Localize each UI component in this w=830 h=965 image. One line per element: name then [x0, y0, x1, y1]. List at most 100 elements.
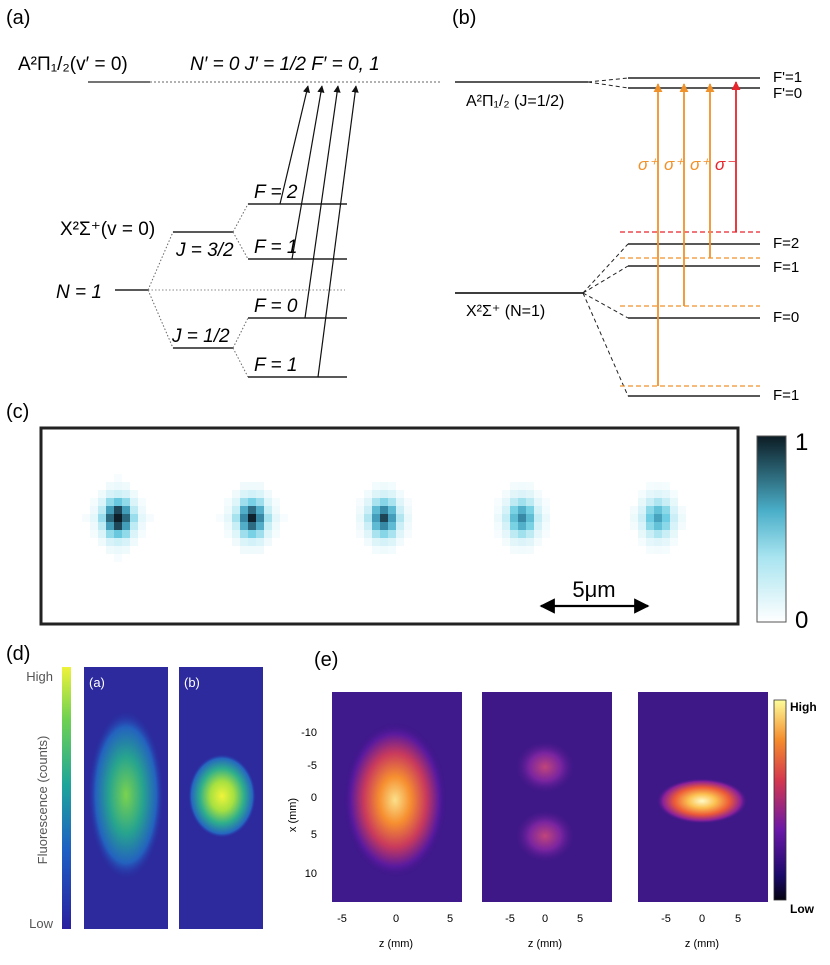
spot-pixel: [494, 522, 502, 530]
spot-pixel: [670, 530, 678, 538]
spot-pixel: [130, 498, 138, 506]
e-x-tick: -5: [661, 913, 671, 925]
spot-pixel: [122, 498, 130, 506]
ground-state-label: X²Σ⁺(v = 0): [60, 219, 155, 240]
e-x-tick: 0: [542, 913, 548, 925]
panel-e: (e) x (mm) -10 -5 0 5 10 -5 0 5 z (mm) -…: [287, 649, 817, 950]
spot-pixel: [264, 538, 272, 546]
f-level-label: F = 1: [254, 355, 297, 376]
spot-pixel: [130, 530, 138, 538]
spot-pixel: [98, 530, 106, 538]
spot-pixel: [106, 546, 114, 554]
spot-pixel: [404, 514, 412, 522]
e-x-tick: 0: [393, 913, 399, 925]
spot-pixel: [138, 514, 146, 522]
spot-pixel: [114, 474, 122, 482]
e-x-tick: 5: [735, 913, 741, 925]
spot-pixel: [388, 538, 396, 546]
spot-pixel: [256, 490, 264, 498]
excited-quantum-numbers: N′ = 0 J′ = 1/2 F′ = 0, 1: [190, 54, 380, 75]
spot-pixel: [106, 482, 114, 490]
spot-pixel: [638, 506, 646, 514]
spot-pixel: [372, 482, 380, 490]
colorbar-d-low: Low: [29, 916, 53, 931]
spot-pixel: [518, 538, 526, 546]
spot-pixel: [518, 522, 526, 530]
spot-pixel: [380, 482, 388, 490]
spot-pixel: [494, 498, 502, 506]
spot-pixel: [510, 482, 518, 490]
spot-pixel: [670, 506, 678, 514]
spot-pixel: [388, 546, 396, 554]
spot-pixel: [240, 506, 248, 514]
spot-pixel: [630, 506, 638, 514]
spot-pixel: [264, 514, 272, 522]
spot-pixel: [518, 498, 526, 506]
e-x-axis-label: z (mm): [528, 938, 562, 950]
spot-pixel: [646, 514, 654, 522]
split-to-j12: [147, 289, 174, 349]
spot-pixel: [232, 490, 240, 498]
f-level-label: F = 1: [254, 237, 297, 258]
spot-pixel: [662, 530, 670, 538]
spot-pixel: [670, 498, 678, 506]
spot-pixel: [272, 514, 280, 522]
spot-pixel: [542, 506, 550, 514]
spot-pixel: [130, 514, 138, 522]
b-ground-split: [582, 265, 629, 294]
mot-cloud-b: [188, 754, 256, 838]
spot-pixel: [534, 538, 542, 546]
spot-pixel: [654, 482, 662, 490]
spot-pixel: [106, 530, 114, 538]
spot-pixel: [264, 498, 272, 506]
e-x-tick: -5: [505, 913, 515, 925]
spot-pixel: [502, 506, 510, 514]
spot-pixel: [510, 546, 518, 554]
spot-pixel: [364, 498, 372, 506]
spot-pixel: [534, 490, 542, 498]
spot-pixel: [404, 522, 412, 530]
spot-pixel: [646, 506, 654, 514]
spot-pixel: [114, 498, 122, 506]
spot-pixel: [518, 546, 526, 554]
split-f1-upper: [232, 231, 249, 260]
spot-pixel: [240, 522, 248, 530]
spot-pixel: [106, 498, 114, 506]
spot-pixel: [272, 522, 280, 530]
spot-pixel: [264, 530, 272, 538]
cloud-2-upper-lobe: [513, 739, 577, 795]
spot-pixel: [240, 538, 248, 546]
spot-pixel: [380, 490, 388, 498]
spot-pixel: [502, 538, 510, 546]
spot-pixel: [248, 546, 256, 554]
spot-pixel: [630, 522, 638, 530]
spot-pixel: [518, 514, 526, 522]
spot-pixel: [518, 530, 526, 538]
spot-pixel: [534, 514, 542, 522]
spot-pixel: [106, 506, 114, 514]
spot-pixel: [542, 498, 550, 506]
b-ground-state-label: X²Σ⁺ (N=1): [466, 303, 545, 320]
panel-a: (a) A²Π₁/₂(v′ = 0) N′ = 0 J′ = 1/2 F′ = …: [6, 7, 440, 378]
panel-a-label: (a): [6, 7, 30, 29]
b-excited-split: [587, 77, 629, 83]
spot-pixel: [638, 530, 646, 538]
spot-pixel: [380, 506, 388, 514]
spot-pixel: [372, 522, 380, 530]
spot-pixel: [232, 506, 240, 514]
spot-pixel: [380, 514, 388, 522]
cloud-2-lower-lobe: [513, 808, 577, 864]
spot-pixel: [232, 530, 240, 538]
spot-pixel: [526, 546, 534, 554]
spot-pixel: [138, 522, 146, 530]
split-to-j32: [147, 231, 174, 291]
spot-pixel: [146, 514, 154, 522]
spot-pixel: [404, 498, 412, 506]
spot-pixel: [98, 538, 106, 546]
spot-pixel: [248, 514, 256, 522]
e-y-tick: 10: [305, 868, 317, 880]
spot-pixel: [542, 514, 550, 522]
spot-pixel: [542, 522, 550, 530]
spot-pixel: [388, 482, 396, 490]
